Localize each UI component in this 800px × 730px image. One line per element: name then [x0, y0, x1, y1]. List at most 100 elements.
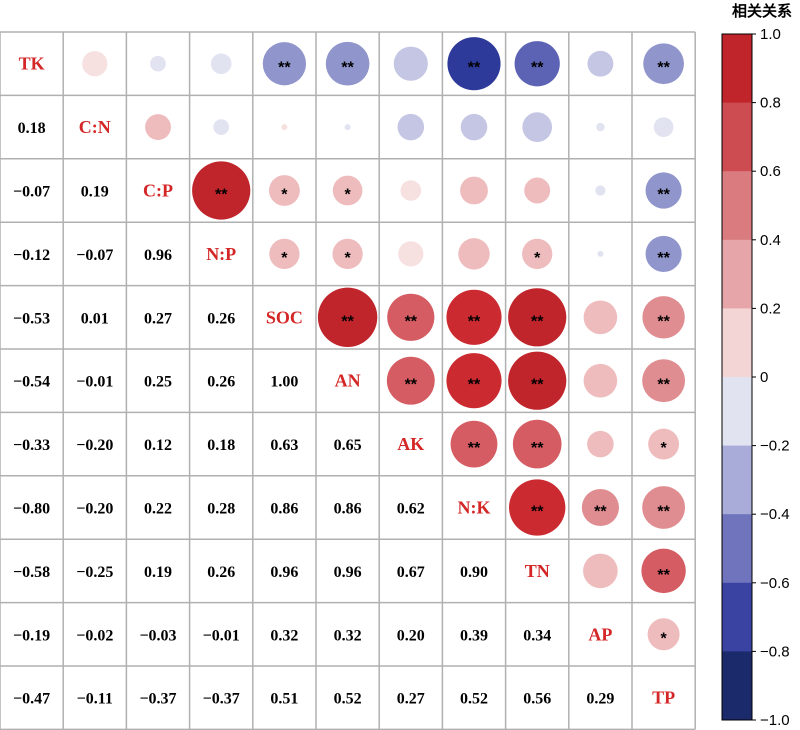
correlation-circle	[522, 238, 553, 270]
colorbar: 相关关系 1.0 0.8 0.6 0.4 0.2 0 −0.2 −0.4 −0.6 −0.8 −1.…	[721, 2, 792, 729]
significance-mark: *	[534, 250, 541, 267]
coefficient-label: 0.96	[144, 247, 172, 264]
correlation-circle	[332, 175, 363, 206]
correlation-circle	[647, 618, 680, 651]
colorbar-segment	[722, 377, 752, 447]
coefficient-label: 0.67	[397, 564, 425, 581]
correlation-circle	[581, 488, 619, 527]
coefficient-label: 0.01	[81, 310, 109, 327]
correlation-circle	[332, 238, 363, 270]
correlation-circle	[262, 42, 307, 86]
correlation-circle	[583, 553, 618, 589]
correlation-circle	[325, 41, 370, 86]
coefficient-label: 1.00	[270, 374, 298, 391]
correlation-circle	[393, 46, 428, 81]
coefficient-label: 0.52	[460, 691, 488, 708]
significance-mark: **	[341, 313, 354, 330]
significance-mark: **	[657, 567, 670, 584]
correlation-circle	[458, 238, 490, 270]
significance-mark: **	[341, 60, 354, 77]
coefficient-label: 0.26	[207, 310, 235, 327]
colorbar-tick-label: 0	[760, 369, 768, 386]
correlation-circle	[653, 117, 674, 137]
correlation-circle	[583, 363, 618, 398]
correlation-circle	[450, 420, 498, 468]
coefficient-label: −0.20	[76, 437, 113, 454]
coefficient-label: 0.27	[144, 310, 172, 327]
coefficient-label: 0.96	[270, 564, 298, 581]
significance-mark: **	[657, 60, 670, 77]
correlation-circle	[192, 161, 251, 220]
variable-label: AN	[335, 371, 361, 391]
significance-mark: *	[344, 187, 351, 204]
coefficient-label: 0.65	[334, 437, 362, 454]
coefficient-label: −0.07	[13, 184, 50, 201]
significance-mark: **	[531, 504, 544, 521]
correlation-circle	[508, 288, 567, 347]
coefficient-label: 0.22	[144, 501, 172, 518]
significance-mark: **	[468, 313, 481, 330]
significance-mark: **	[531, 440, 544, 457]
colorbar-segment	[722, 34, 752, 104]
variable-label: SOC	[266, 307, 303, 327]
coefficient-label: 0.56	[523, 691, 551, 708]
correlation-circle	[587, 430, 614, 458]
correlation-circle	[508, 351, 567, 410]
significance-mark: **	[657, 504, 670, 521]
correlation-circle	[213, 119, 230, 135]
correlation-circle	[524, 177, 551, 204]
correlation-circle	[447, 37, 501, 91]
significance-mark: **	[215, 187, 228, 204]
correlation-circle	[596, 122, 605, 132]
correlation-circle	[512, 419, 562, 469]
coefficient-label: −0.20	[76, 501, 113, 518]
colorbar-segment	[722, 171, 752, 241]
variable-label: C:P	[143, 181, 173, 201]
variable-label: N:P	[206, 244, 236, 264]
coefficient-label: 0.29	[586, 691, 614, 708]
coefficient-label: −0.54	[13, 374, 50, 391]
significance-mark: **	[405, 377, 418, 394]
coefficient-label: 0.19	[81, 184, 109, 201]
significance-mark: *	[660, 630, 667, 647]
coefficient-label: 0.27	[397, 691, 425, 708]
coefficient-label: 0.18	[207, 437, 235, 454]
significance-mark: **	[657, 313, 670, 330]
correlation-circle	[522, 112, 553, 142]
coefficient-label: −0.11	[77, 691, 113, 708]
coefficient-label: −0.33	[13, 437, 50, 454]
significance-mark: **	[657, 187, 670, 204]
colorbar-segment	[722, 582, 752, 652]
correlation-circle	[643, 43, 684, 85]
coefficient-label: 0.86	[270, 501, 298, 518]
significance-mark: *	[344, 250, 351, 267]
coefficient-label: 0.26	[207, 374, 235, 391]
correlation-circle	[460, 176, 488, 205]
correlation-circle	[344, 124, 351, 131]
coefficient-label: −0.53	[13, 310, 50, 327]
coefficient-label: −0.80	[13, 501, 50, 518]
correlation-circle	[210, 53, 232, 74]
correlation-circle	[268, 175, 300, 206]
correlation-circle	[645, 172, 682, 209]
correlation-grid	[0, 31, 696, 730]
coefficient-label: 0.26	[207, 564, 235, 581]
correlation-circle	[645, 235, 682, 272]
correlation-circle	[514, 41, 560, 87]
correlation-circle	[446, 289, 502, 345]
correlation-circle	[595, 185, 606, 196]
coefficient-label: −0.19	[13, 627, 50, 644]
correlation-circle	[460, 113, 488, 141]
correlation-circle	[597, 250, 604, 257]
significance-mark: **	[657, 377, 670, 394]
coefficient-label: −0.47	[13, 691, 50, 708]
variable-label: TK	[19, 54, 45, 74]
colorbar-tick-label: 0.8	[760, 95, 781, 112]
colorbar-segment	[722, 651, 752, 721]
significance-mark: **	[531, 377, 544, 394]
colorbar-segment	[722, 308, 752, 378]
correlation-circle	[386, 356, 435, 405]
variable-label: AK	[397, 434, 424, 454]
correlation-circle	[269, 238, 300, 270]
